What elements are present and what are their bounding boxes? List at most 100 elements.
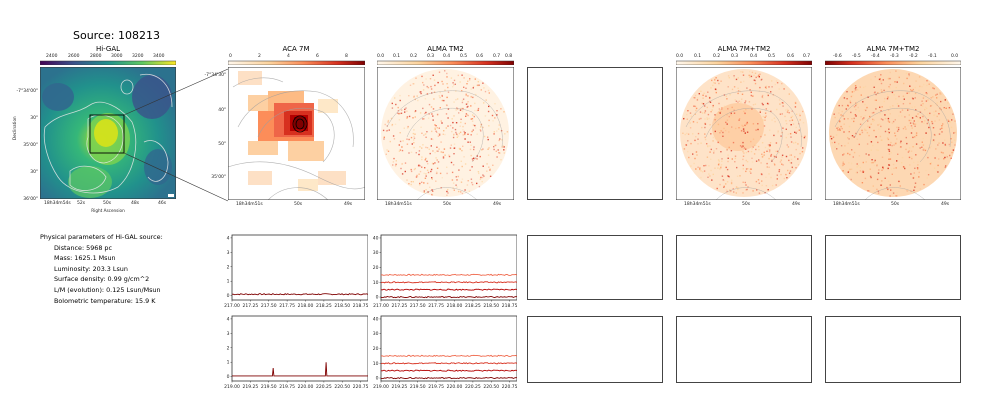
ytick: 30" — [30, 116, 38, 121]
cbar-tick: 2800 — [90, 54, 102, 59]
xtick-label: 220.50 — [483, 384, 499, 390]
cbar-tick: 0 — [229, 54, 232, 59]
param-tbol: Bolometric temperature: 15.9 K — [54, 296, 156, 305]
cbar-tick: 0.0 — [676, 54, 684, 59]
tm2-colorbar-ticks: 0.0 0.1 0.2 0.3 0.4 0.5 0.6 0.7 0.8 — [377, 54, 514, 60]
param-surface-density: Surface density: 0.99 g/cm^2 — [54, 275, 150, 284]
ytick: -7°34'30" — [204, 73, 227, 78]
xtick-label: 220.25 — [465, 384, 481, 390]
higal-title: Hi-GAL — [95, 45, 121, 53]
param-luminosity: Luminosity: 203.3 Lsun — [54, 264, 128, 273]
spectrum-line — [380, 288, 517, 291]
combined-a-colorbar-ticks: 0.0 0.1 0.2 0.3 0.4 0.5 0.6 0.7 — [676, 54, 812, 60]
combined-b-colorbar-ticks: -0.6 -0.5 -0.4 -0.3 -0.2 -0.1 0.0 — [825, 54, 961, 60]
empty-spectrum-panel — [676, 316, 812, 383]
higal-yticks: -7°34'00" 30" 35'00" 30" 36'00" — [17, 67, 40, 207]
spectrum-line — [380, 354, 517, 357]
spectrum-line — [380, 273, 517, 276]
xtick-label: 217.25 — [392, 303, 408, 309]
ytick-label: 0 — [227, 374, 230, 380]
ytick-label: 4 — [227, 235, 230, 241]
empty-spectrum-panel — [676, 235, 812, 300]
higal-xlabel: Right Ascension — [91, 208, 125, 213]
cbar-tick: 0.6 — [476, 54, 484, 59]
ytick-label: 1 — [227, 279, 230, 285]
ytick-label: 1 — [227, 360, 230, 366]
ytick-label: 2 — [227, 264, 230, 270]
higal-ylabel: Declination — [12, 116, 17, 140]
cbar-tick: -0.6 — [833, 54, 842, 59]
cbar-tick: -0.3 — [890, 54, 899, 59]
xtick: 18h34m51s — [684, 202, 711, 207]
xtick: 50s — [443, 202, 452, 207]
combined-b-title: ALMA 7M+TM2 — [866, 45, 920, 53]
tm2-colorbar — [377, 60, 514, 65]
cbar-tick: 0.5 — [768, 54, 776, 59]
empty-panel — [527, 67, 663, 200]
xtick-label: 217.25 — [243, 303, 259, 309]
xtick: 52s — [77, 201, 86, 206]
ytick-label: 30 — [373, 331, 379, 337]
xtick-label: 218.75 — [353, 303, 368, 309]
cbar-tick: -0.2 — [909, 54, 918, 59]
combined-b-colorbar — [825, 60, 961, 65]
spectrum-line — [380, 295, 517, 299]
ytick-label: 0 — [376, 295, 379, 301]
xtick-label: 218.00 — [447, 303, 463, 309]
params-header: Physical parameters of Hi-GAL source: — [40, 233, 163, 241]
xtick-label: 218.25 — [465, 303, 481, 309]
combined-b-map — [825, 67, 961, 200]
ytick-label: 0 — [227, 293, 230, 299]
xtick: 18h34m51s — [385, 202, 412, 207]
cbar-tick: 0.2 — [410, 54, 418, 59]
xtick-label: 220.00 — [298, 384, 314, 390]
xtick-label: 219.50 — [410, 384, 426, 390]
cbar-tick: 0.1 — [694, 54, 702, 59]
combined-b-xticks: 18h34m51s 50s 49s — [825, 202, 961, 210]
spectrum-line — [380, 376, 517, 380]
cbar-tick: 0.2 — [713, 54, 721, 59]
ytick: 35'00" — [23, 143, 38, 148]
xtick: 50s — [103, 201, 112, 206]
ytick-label: 4 — [227, 316, 230, 322]
ytick-label: 3 — [227, 331, 230, 337]
ytick-label: 0 — [376, 376, 379, 382]
combined-a-xticks: 18h34m51s 50s 49s — [676, 202, 812, 210]
param-distance: Distance: 5968 pc — [54, 243, 112, 252]
spectrum-line — [380, 281, 517, 284]
xtick-label: 217.00 — [224, 303, 240, 309]
aca-xticks: 18h34m51s 50s 49s — [228, 202, 365, 210]
ytick: 50" — [218, 142, 226, 147]
ytick: 30" — [30, 170, 38, 175]
cbar-tick: 0.3 — [427, 54, 435, 59]
xtick-label: 220.75 — [502, 384, 517, 390]
higal-colorbar — [40, 60, 176, 65]
higal-xticks: 18h34m54s 52s 50s 48s 46s — [40, 201, 176, 209]
higal-map — [40, 67, 176, 199]
xtick-label: 219.00 — [224, 384, 240, 390]
cbar-tick: 3000 — [111, 54, 123, 59]
aca-colorbar-ticks: 0 2 4 6 8 — [228, 54, 365, 60]
xtick: 49s — [792, 202, 801, 207]
cbar-tick: 0.0 — [377, 54, 385, 59]
xtick: 49s — [493, 202, 502, 207]
cbar-tick: 8 — [345, 54, 348, 59]
xtick: 50s — [294, 202, 303, 207]
cbar-tick: 0.3 — [731, 54, 739, 59]
cbar-tick: 0.1 — [393, 54, 401, 59]
cbar-tick: 2600 — [68, 54, 80, 59]
ytick: 36'00" — [23, 197, 38, 202]
ytick-label: 20 — [373, 346, 379, 352]
cbar-tick: 0.6 — [787, 54, 795, 59]
xtick-label: 219.25 — [243, 384, 259, 390]
cbar-tick: 2400 — [46, 54, 58, 59]
xtick-label: 217.50 — [410, 303, 426, 309]
cbar-tick: 2 — [258, 54, 261, 59]
physical-parameters: Physical parameters of Hi-GAL source: Di… — [40, 232, 163, 306]
ytick-label: 10 — [373, 361, 379, 367]
combined-a-colorbar — [676, 60, 812, 65]
xtick-label: 218.25 — [316, 303, 332, 309]
xtick: 18h34m54s — [44, 201, 71, 206]
empty-spectrum-panel — [825, 316, 961, 383]
